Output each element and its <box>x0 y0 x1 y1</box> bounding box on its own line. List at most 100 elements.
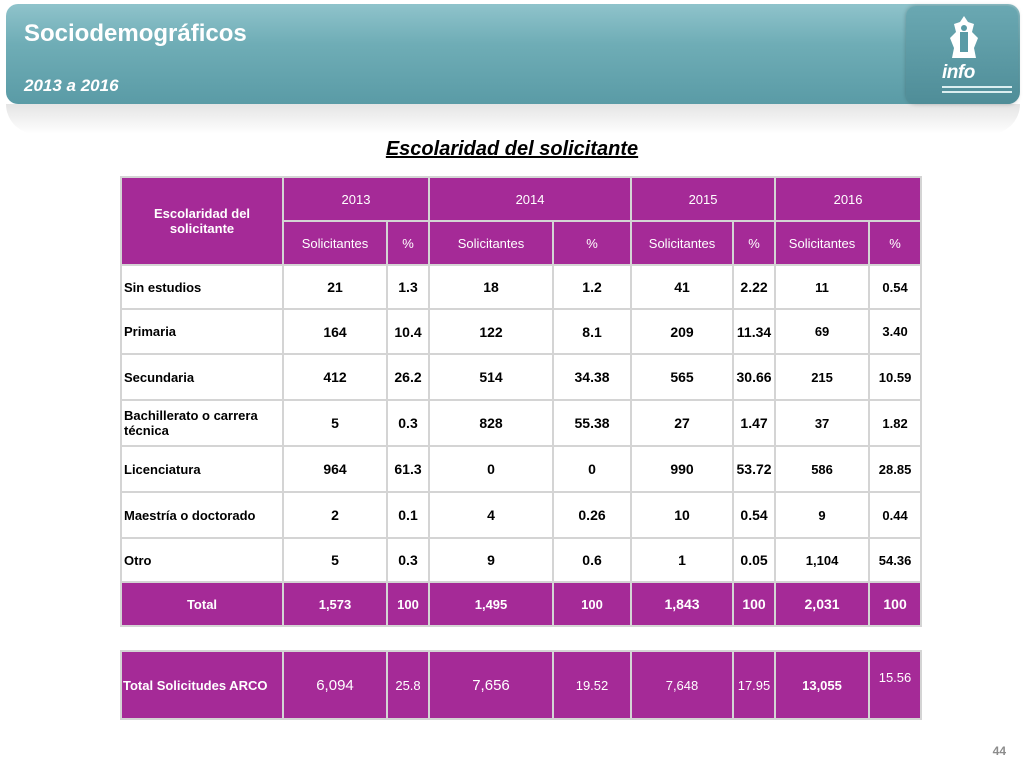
total-pct: 100 <box>552 581 633 627</box>
table-row: Secundaria 412 26.2 514 34.38 565 30.66 … <box>120 353 923 401</box>
logo-subtitle-line <box>942 91 1012 93</box>
row-label: Otro <box>120 537 284 583</box>
logo-subtitle-line <box>942 86 1012 88</box>
arco-pct: 15.56 <box>868 650 922 720</box>
pct-cell: 1.3 <box>385 264 431 310</box>
pct-cell: 0.54 <box>868 264 923 310</box>
pct-cell: 26.2 <box>385 353 431 401</box>
pct-cell: 54.36 <box>868 537 923 583</box>
value-cell: 990 <box>630 445 735 493</box>
pct-cell: 10.4 <box>385 308 431 355</box>
pct-cell: 3.40 <box>868 308 923 355</box>
value-cell: 964 <box>282 445 388 493</box>
table-row: Licenciatura 964 61.3 0 0 990 53.72 586 … <box>120 445 923 493</box>
arco-row: Total Solicitudes ARCO 6,094 25.8 7,656 … <box>120 650 922 720</box>
pct-cell: 53.72 <box>732 445 777 493</box>
value-cell: 27 <box>630 399 735 447</box>
total-value: 1,573 <box>282 581 388 627</box>
value-cell: 1 <box>630 537 735 583</box>
header-banner: Sociodemográficos 2013 a 2016 <box>6 4 1020 104</box>
pct-cell: 0.54 <box>732 491 777 539</box>
pct-cell: 1.2 <box>552 264 633 310</box>
pct-cell: 28.85 <box>868 445 923 493</box>
value-cell: 565 <box>630 353 735 401</box>
pct-cell: 0.6 <box>552 537 633 583</box>
total-pct: 100 <box>385 581 431 627</box>
col-solicitantes: Solicitantes <box>428 220 555 266</box>
col-solicitantes: Solicitantes <box>774 220 871 266</box>
row-label: Licenciatura <box>120 445 284 493</box>
col-solicitantes: Solicitantes <box>630 220 735 266</box>
year-header: 2015 <box>630 176 777 222</box>
value-cell: 4 <box>428 491 555 539</box>
value-cell: 0 <box>428 445 555 493</box>
col-pct: % <box>732 220 777 266</box>
pct-cell: 11.34 <box>732 308 777 355</box>
value-cell: 10 <box>630 491 735 539</box>
table-row: Maestría o doctorado 2 0.1 4 0.26 10 0.5… <box>120 491 923 539</box>
table-row: Bachillerato o carrera técnica 5 0.3 828… <box>120 399 923 447</box>
total-pct: 100 <box>732 581 777 627</box>
page-subtitle: 2013 a 2016 <box>24 76 119 95</box>
pct-cell: 0.3 <box>385 399 431 447</box>
value-cell: 586 <box>774 445 871 493</box>
education-table: Escolaridad del solicitante 2013 2014 20… <box>120 176 923 627</box>
table-title: Escolaridad del solicitante <box>385 138 639 160</box>
pct-cell: 10.59 <box>868 353 923 401</box>
year-header: 2014 <box>428 176 633 222</box>
value-cell: 122 <box>428 308 555 355</box>
pct-cell: 0.05 <box>732 537 777 583</box>
arco-value: 7,656 <box>428 650 554 720</box>
value-cell: 412 <box>282 353 388 401</box>
table-row: Sin estudios 21 1.3 18 1.2 41 2.22 11 0.… <box>120 264 923 310</box>
pct-cell: 0.1 <box>385 491 431 539</box>
year-header: 2013 <box>281 176 431 222</box>
pct-cell: 2.22 <box>732 264 777 310</box>
logo: info <box>906 6 1018 104</box>
arco-label: Total Solicitudes ARCO <box>120 650 284 720</box>
col-pct: % <box>552 220 633 266</box>
total-label: Total <box>120 581 284 627</box>
row-label: Primaria <box>120 308 284 355</box>
total-pct: 100 <box>868 581 923 627</box>
value-cell: 1,104 <box>774 537 871 583</box>
value-cell: 18 <box>428 264 555 310</box>
total-value: 2,031 <box>774 581 871 627</box>
pct-cell: 0.3 <box>385 537 431 583</box>
table-row: Primaria 164 10.4 122 8.1 209 11.34 69 3… <box>120 308 923 355</box>
pct-cell: 0.26 <box>552 491 633 539</box>
value-cell: 37 <box>774 399 871 447</box>
arco-pct: 19.52 <box>552 650 632 720</box>
value-cell: 828 <box>428 399 555 447</box>
page-number: 44 <box>992 744 1006 758</box>
pct-cell: 0.44 <box>868 491 923 539</box>
value-cell: 41 <box>630 264 735 310</box>
col-pct: % <box>868 220 923 266</box>
emblem-icon <box>950 16 978 58</box>
row-header: Escolaridad del solicitante <box>120 176 284 266</box>
table-row: Otro 5 0.3 9 0.6 1 0.05 1,104 54.36 <box>120 537 923 583</box>
value-cell: 5 <box>282 537 388 583</box>
pct-cell: 1.47 <box>732 399 777 447</box>
value-cell: 11 <box>774 264 871 310</box>
banner-shadow <box>6 104 1020 134</box>
row-label: Sin estudios <box>120 264 284 310</box>
pct-cell: 30.66 <box>732 353 777 401</box>
value-cell: 21 <box>282 264 388 310</box>
pct-cell: 34.38 <box>552 353 633 401</box>
value-cell: 215 <box>774 353 871 401</box>
row-label: Secundaria <box>120 353 284 401</box>
row-label: Bachillerato o carrera técnica <box>120 399 284 447</box>
arco-value: 6,094 <box>282 650 388 720</box>
logo-text: info <box>942 62 975 83</box>
col-pct: % <box>385 220 431 266</box>
value-cell: 9 <box>774 491 871 539</box>
value-cell: 69 <box>774 308 871 355</box>
arco-pct: 17.95 <box>732 650 776 720</box>
value-cell: 5 <box>282 399 388 447</box>
pct-cell: 55.38 <box>552 399 633 447</box>
total-row: Total 1,573 100 1,495 100 1,843 100 2,03… <box>120 581 923 627</box>
pct-cell: 1.82 <box>868 399 923 447</box>
total-value: 1,843 <box>630 581 735 627</box>
value-cell: 2 <box>282 491 388 539</box>
